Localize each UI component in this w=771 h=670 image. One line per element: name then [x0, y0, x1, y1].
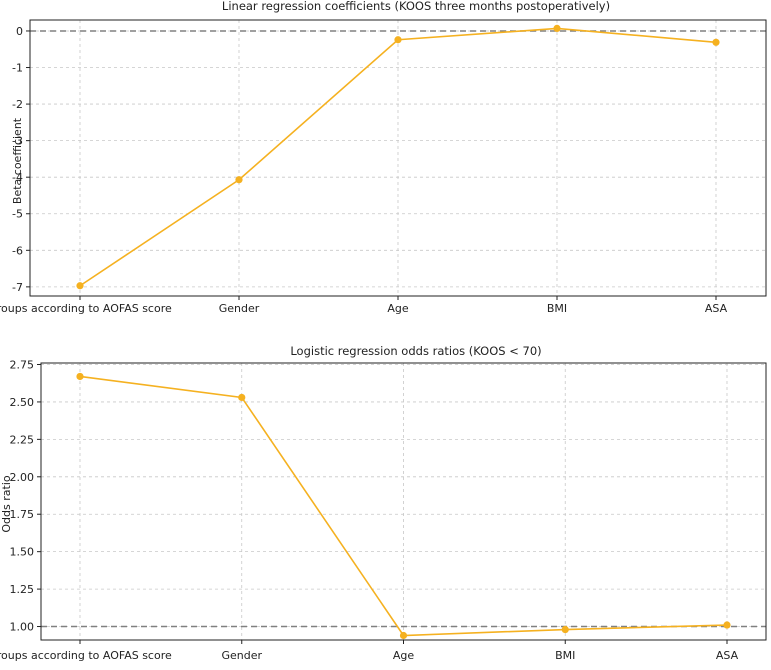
series-line [79, 375, 728, 637]
y-tick-label: 2.75 [10, 358, 35, 371]
chart-title: Logistic regression odds ratios (KOOS < … [290, 344, 541, 358]
logistic-regression-panel: Logistic regression odds ratios (KOOS < … [0, 344, 767, 662]
y-tick-label: 2.25 [10, 433, 35, 446]
x-tick-label: ASA [716, 649, 739, 662]
data-point [76, 282, 84, 290]
chart-title: Linear regression coefficients (KOOS thr… [222, 0, 610, 13]
data-point [712, 38, 720, 46]
data-point [723, 621, 731, 629]
x-tick-label: Gender [221, 649, 262, 662]
linear-regression-panel: Linear regression coefficients (KOOS thr… [0, 0, 767, 315]
x-tick-label: ASA [705, 302, 728, 315]
data-point [399, 631, 408, 640]
y-tick-label: -1 [12, 62, 23, 75]
x-tick-label: Age [387, 302, 409, 315]
x-tick-label: BMI [547, 302, 567, 315]
y-tick-label: -2 [12, 98, 23, 111]
y-tick-label: -4 [12, 171, 23, 184]
y-tick-label: -3 [12, 135, 23, 148]
data-point [553, 24, 561, 33]
y-axis-label: Odds ratio [0, 475, 13, 532]
y-axis-label: Beta coefficient [11, 117, 24, 204]
x-tick-label: Groups according to AOFAS score [0, 649, 172, 662]
x-tick-label: Gender [219, 302, 260, 315]
x-tick-label: Age [393, 649, 415, 662]
series-line [79, 27, 717, 287]
data-point [561, 625, 569, 634]
data-point [235, 176, 243, 184]
y-tick-label: 1.25 [10, 583, 35, 596]
y-tick-label: 1.75 [10, 508, 35, 521]
y-tick-label: 0 [16, 25, 23, 38]
y-tick-label: -5 [12, 208, 23, 221]
y-tick-label: 1.00 [10, 621, 35, 634]
data-point [394, 36, 402, 44]
data-point [238, 393, 246, 402]
y-tick-label: 1.50 [10, 546, 35, 559]
y-tick-label: 2.50 [10, 396, 35, 409]
y-tick-label: 2.00 [10, 471, 35, 484]
y-tick-label: -7 [12, 281, 23, 294]
x-tick-label: Groups according to AOFAS score [0, 302, 172, 315]
y-tick-label: -6 [12, 244, 23, 257]
x-tick-label: BMI [555, 649, 575, 662]
data-point [76, 372, 84, 381]
